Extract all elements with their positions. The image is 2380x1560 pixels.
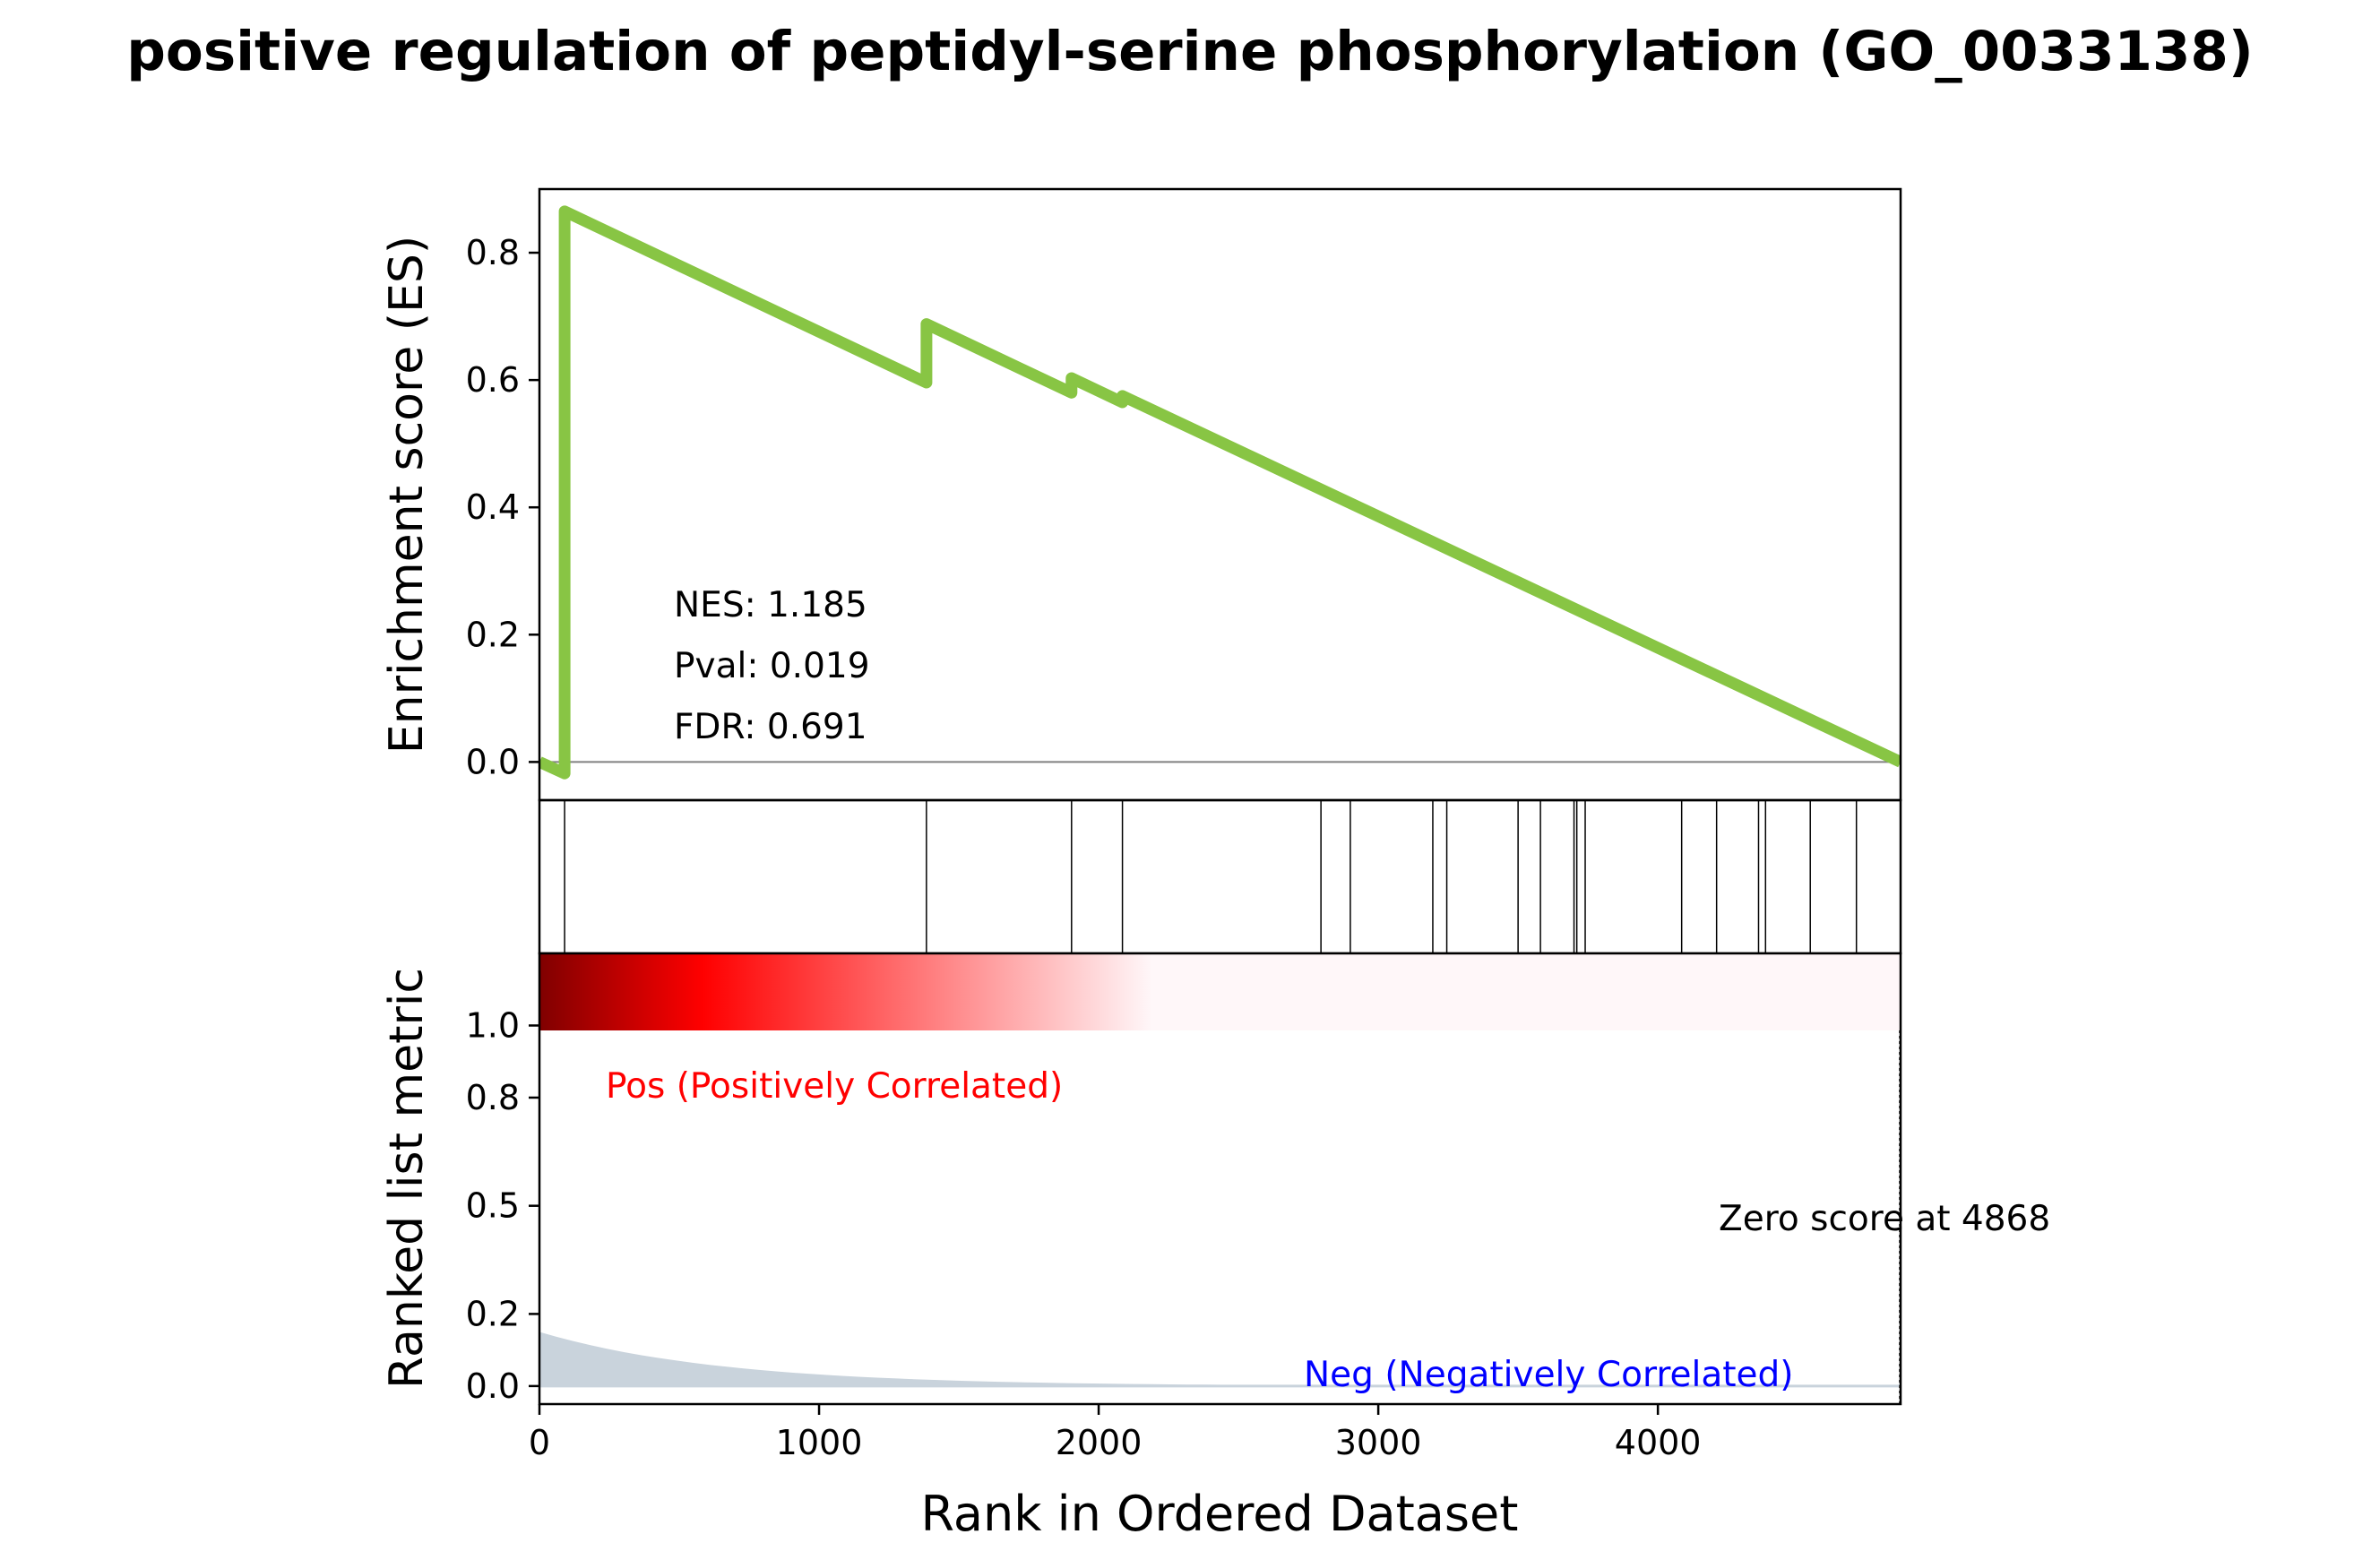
metric-y-ticks: 0.0 0.2 0.5 0.8 1.0 [466, 1005, 539, 1406]
es-y-tick-label: 0.4 [466, 487, 520, 527]
x-axis-label: Rank in Ordered Dataset [921, 1486, 1519, 1542]
metric-y-tick-label: 0.8 [466, 1078, 520, 1117]
metric-y-tick-label: 0.2 [466, 1294, 520, 1333]
fdr-label: FDR: 0.691 [674, 707, 867, 747]
x-tick-label: 2000 [1056, 1423, 1143, 1462]
metric-y-tick-label: 0.0 [466, 1366, 520, 1406]
es-y-tick-label: 0.8 [466, 233, 520, 272]
es-y-tick-label: 0.2 [466, 615, 520, 654]
hit-lines [564, 800, 1858, 953]
hit-panel [538, 798, 1902, 955]
es-y-axis-label: Enrichment score (ES) [380, 236, 434, 754]
chart-title: positive regulation of peptidyl-serine p… [126, 20, 2253, 83]
neg-label: Neg (Negatively Correlated) [1304, 1355, 1793, 1395]
x-axis-ticks: 0 1000 2000 3000 4000 [529, 1404, 1702, 1462]
pos-label: Pos (Positively Correlated) [606, 1066, 1063, 1107]
pval-label: Pval: 0.019 [674, 646, 870, 686]
metric-panel: 0.0 0.2 0.5 0.8 1.0 Pos (Positively Correlat… [466, 952, 2050, 1406]
es-y-ticks: 0.0 0.2 0.4 0.6 0.8 [466, 233, 539, 781]
x-tick-label: 3000 [1335, 1423, 1422, 1462]
hit-panel-frame [538, 798, 1902, 955]
metric-panel-frame [538, 952, 1902, 1406]
x-tick-label: 4000 [1615, 1423, 1702, 1462]
x-tick-label: 0 [529, 1423, 550, 1462]
ranked-metric-area [539, 1332, 1901, 1386]
es-y-tick-label: 0.6 [466, 360, 520, 400]
es-line [539, 205, 1901, 780]
metric-y-tick-label: 0.5 [466, 1186, 520, 1226]
x-tick-label: 1000 [776, 1423, 863, 1462]
es-y-tick-label: 0.0 [466, 742, 520, 781]
nes-label: NES: 1.185 [674, 585, 867, 625]
es-panel: 0.0 0.2 0.4 0.6 0.8 NES: 1.185 Pval: 0.019 F… [466, 187, 1902, 802]
metric-y-axis-label: Ranked list metric [380, 968, 434, 1389]
zero-score-label: Zero score at 4868 [1719, 1199, 2050, 1239]
metric-y-tick-label: 1.0 [466, 1005, 520, 1045]
heat-strip [539, 953, 1901, 1030]
